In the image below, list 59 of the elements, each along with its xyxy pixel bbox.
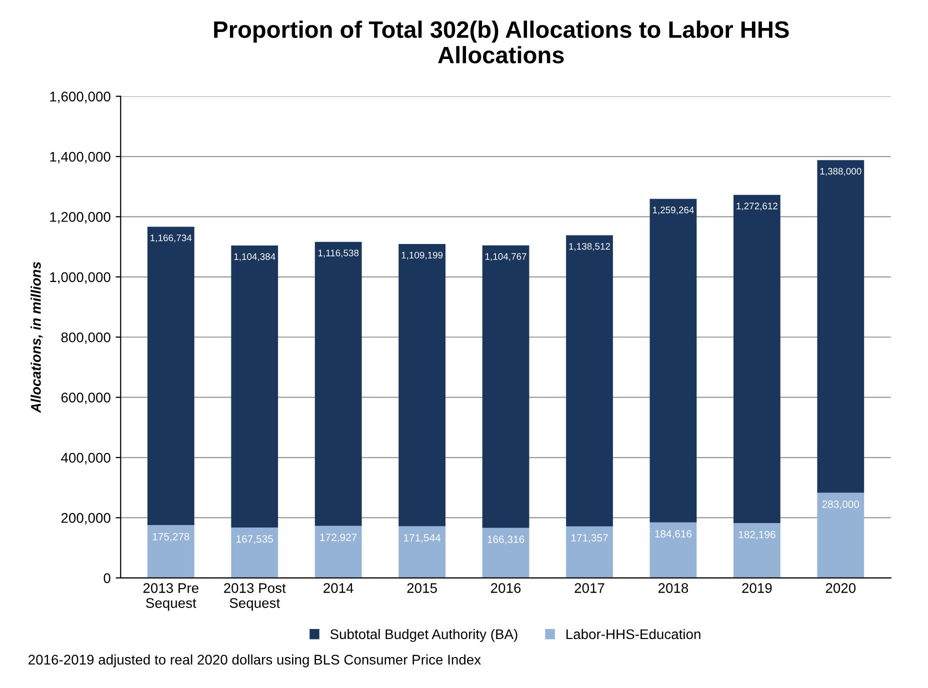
x-tick-label: 2013 Pre Sequest: [143, 583, 198, 611]
total-label: 1,388,000: [820, 168, 862, 176]
data-label: 283,000: [822, 500, 860, 510]
bar: [817, 492, 864, 578]
y-tick-label: 1,000,000: [50, 272, 110, 284]
total-label: 1,104,384: [234, 253, 276, 262]
bar: [733, 523, 780, 578]
x-tick-label: 2016: [491, 583, 521, 593]
bar: [733, 194, 780, 524]
bar: [566, 526, 613, 578]
x-tick-label: 2013 Post Sequest: [224, 583, 286, 611]
bar: [231, 246, 278, 528]
data-label: 167,535: [236, 535, 273, 544]
total-label: 1,272,612: [736, 202, 778, 210]
bar: [231, 527, 278, 578]
chart-title: Proportion of Total 302(b) Allocations to Labor HHS Allocations: [214, 20, 789, 64]
bar: [147, 226, 194, 526]
bar: [398, 526, 446, 578]
text: 2016-2019 adjusted to real 2020 dollars using BLS Consumer Price Index: [28, 654, 481, 668]
bar: [566, 235, 613, 526]
total-label: 1,116,538: [318, 250, 359, 258]
y-tick-label: 600,000: [61, 392, 110, 404]
data-label: 184,616: [655, 530, 692, 539]
data-label: 172,927: [320, 534, 357, 542]
x-tick-label: 2018: [658, 583, 688, 593]
y-tick-label: 1,200,000: [50, 212, 110, 224]
data-label: 166,316: [488, 536, 524, 544]
bar: [147, 525, 194, 578]
bar: [482, 528, 530, 578]
bar: [650, 522, 697, 578]
x-tick-label: 2020: [826, 583, 856, 593]
y-tick-label: 0: [104, 573, 110, 584]
bar: [482, 245, 530, 528]
total-label: 1,259,264: [652, 206, 694, 214]
total-label: 1,138,512: [569, 243, 610, 251]
bar: [398, 244, 446, 526]
y-tick-label: 200,000: [61, 513, 110, 525]
bar: [817, 160, 864, 493]
total-label: 1,104,767: [485, 253, 526, 261]
legend-label: Labor-HHS-Education: [566, 628, 700, 640]
x-tick-label: 2019: [742, 583, 772, 593]
total-label: 1,166,734: [150, 234, 192, 242]
total-label: 1,109,199: [402, 252, 443, 260]
data-label: 171,357: [571, 534, 608, 543]
data-label: 175,278: [152, 532, 190, 542]
x-tick-label: 2015: [407, 583, 437, 593]
data-label: 182,196: [738, 530, 776, 540]
legend-label: Subtotal Budget Authority (BA): [330, 628, 518, 642]
x-tick-label: 2017: [574, 583, 604, 593]
y-axis-title: Allocations, in millions: [30, 262, 43, 414]
bar: [314, 526, 362, 578]
y-tick-label: 800,000: [61, 332, 110, 344]
y-tick-label: 1,400,000: [50, 152, 110, 164]
data-label: 171,544: [404, 534, 441, 543]
y-tick-label: 400,000: [61, 452, 110, 464]
bar: [314, 242, 362, 526]
y-tick-label: 1,600,000: [50, 92, 110, 104]
bar: [650, 198, 697, 522]
x-tick-label: 2014: [324, 583, 354, 593]
